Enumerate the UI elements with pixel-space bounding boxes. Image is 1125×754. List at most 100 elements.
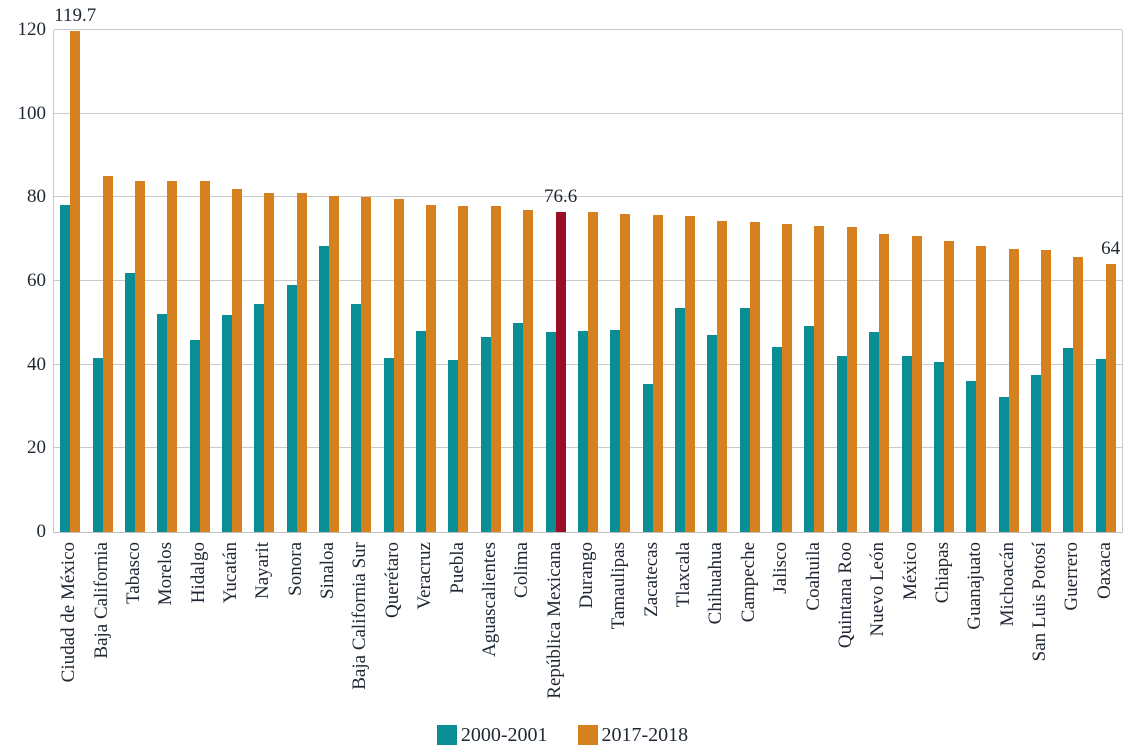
bar-2000-2001 xyxy=(286,285,297,532)
x-category-label: Aguascalientes xyxy=(478,542,500,658)
bar-2017-2018 xyxy=(943,241,954,532)
bar-group xyxy=(960,30,992,532)
bar-group xyxy=(86,30,118,532)
x-category-label: Veracruz xyxy=(414,542,436,610)
bar-2000-2001 xyxy=(869,331,880,532)
bar-2000-2001 xyxy=(610,330,621,532)
bar-group xyxy=(863,30,895,532)
x-category-label: Durango xyxy=(576,542,597,609)
bar-2017-2018 xyxy=(134,180,145,532)
y-tick-label: 120 xyxy=(17,19,47,40)
x-category-label: Michoacán xyxy=(996,542,1018,627)
bar-2000-2001 xyxy=(351,303,362,532)
bar-2000-2001 xyxy=(221,315,232,532)
bar-2017-2018 xyxy=(652,214,663,532)
bar-2017-2018 xyxy=(426,204,437,532)
bar-group xyxy=(1057,30,1089,532)
bar-2017-2018 xyxy=(102,176,113,532)
bar-2000-2001 xyxy=(1030,375,1041,532)
bar-2017-2018 xyxy=(296,193,307,532)
bar-2017-2018 xyxy=(814,226,825,532)
bar-group xyxy=(1025,30,1057,532)
x-category-label: Hidalgo xyxy=(187,542,209,604)
x-category-label: Nuevo León xyxy=(867,542,889,637)
bar-2000-2001 xyxy=(124,272,135,532)
legend-item-2017-2018: 2017-2018 xyxy=(577,724,689,746)
bar-2017-2018 xyxy=(1040,249,1051,532)
bar-2017-2018 xyxy=(782,224,793,532)
x-category-label: Baja California Sur xyxy=(349,542,371,690)
x-category-label: Oaxaca xyxy=(1093,542,1115,599)
bar-2000-2001 xyxy=(319,245,330,532)
bar-2000-2001 xyxy=(901,355,912,532)
bar-group xyxy=(378,30,410,532)
bar-2017-2018 xyxy=(879,234,890,532)
bar-2000-2001 xyxy=(933,361,944,532)
bar-2017-2018 xyxy=(167,181,178,532)
gridline-120 xyxy=(54,29,1122,30)
bar-2017-2018 xyxy=(458,205,469,532)
x-category-label: Yucatán xyxy=(220,542,241,604)
legend-swatch xyxy=(577,725,598,745)
bar-2000-2001 xyxy=(836,356,847,532)
x-category-label: Querétaro xyxy=(381,542,403,618)
bar-2000-2001 xyxy=(739,308,750,532)
bars: 119.7 76.6 64 xyxy=(54,6,1122,532)
bar-2000-2001 xyxy=(157,313,168,532)
bar-2000-2001 xyxy=(60,204,71,532)
bar-2000-2001 xyxy=(804,326,815,532)
x-category-label: Sinaloa xyxy=(317,542,339,599)
bar-group xyxy=(636,30,668,532)
y-tick-label: 40 xyxy=(27,353,46,375)
x-category-label: Baja California xyxy=(90,542,112,659)
bar-group xyxy=(119,30,151,532)
bar-2017-2018 xyxy=(231,188,242,532)
x-category-label: Coahuila xyxy=(802,542,824,611)
x-category-label: Puebla xyxy=(446,542,468,594)
gridline-80 xyxy=(54,196,1122,198)
legend-item-2000-2001: 2000-2001 xyxy=(436,724,548,746)
bar-group xyxy=(669,30,701,532)
x-category-label: Guanajuato xyxy=(964,542,986,630)
bar-2017-2018 xyxy=(1073,257,1084,532)
bar-group xyxy=(831,30,863,532)
bar-value-label: 76.6 xyxy=(543,185,578,207)
bar-2017-2018 xyxy=(717,220,728,532)
bar-2017-2018 xyxy=(264,192,275,532)
x-category-label: Nayarit xyxy=(252,542,274,599)
y-tick-label: 100 xyxy=(17,102,47,124)
bar-group: 119.7 xyxy=(54,6,96,532)
bar-2017-2018 xyxy=(361,196,372,532)
x-category-label: Chihuahua xyxy=(705,542,727,625)
bar-2017-2018 xyxy=(685,216,695,532)
bar-group xyxy=(992,30,1024,532)
bar-2017-2018 xyxy=(70,31,81,532)
bar-group xyxy=(410,30,442,532)
legend-label: 2000-2001 xyxy=(460,724,548,746)
bar-2000-2001 xyxy=(998,397,1009,532)
bar-2000-2001 xyxy=(1095,358,1106,532)
x-category-label: México xyxy=(899,542,921,601)
x-category-label: Tabasco xyxy=(122,542,144,604)
bar-2017-2018 xyxy=(199,181,210,532)
x-category-label: Ciudad de México xyxy=(58,542,80,683)
bar-group xyxy=(928,30,960,532)
bar-2017-2018 xyxy=(1008,249,1019,532)
bar-2000-2001 xyxy=(642,383,653,532)
bar-group xyxy=(183,30,215,532)
legend-label: 2017-2018 xyxy=(601,724,689,746)
x-category-label: San Luis Potosí xyxy=(1029,542,1051,662)
x-category-label: Morelos xyxy=(155,542,177,606)
bar-group xyxy=(475,30,507,532)
bar-group: 64 xyxy=(1090,30,1122,532)
bar-2017-2018 xyxy=(976,246,987,532)
x-axis: Ciudad de México Baja California Tabasco Mo… xyxy=(53,542,1121,718)
bar-2017-2018 xyxy=(587,211,598,532)
bar-2000-2001 xyxy=(577,331,588,532)
bar-2017-2018 xyxy=(911,236,922,532)
bar-2000-2001 xyxy=(383,357,394,532)
x-category-label: Colima xyxy=(511,542,533,598)
bar-2017-2018 xyxy=(490,206,501,532)
y-tick-label: 60 xyxy=(27,270,46,291)
x-category-label: Chiapas xyxy=(932,542,953,604)
